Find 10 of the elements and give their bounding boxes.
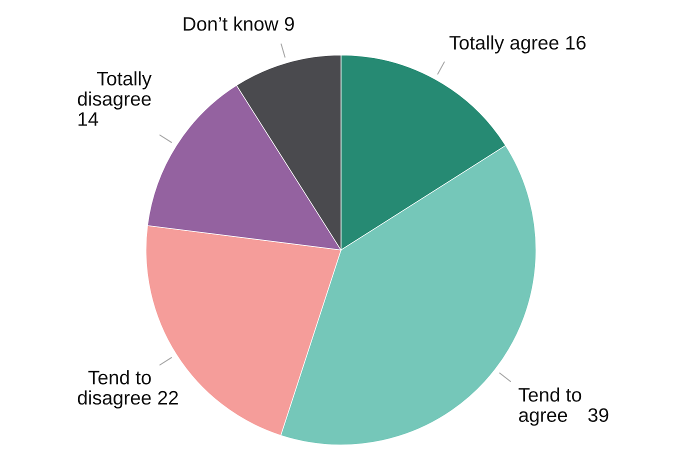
slice-label: Totally disagree — [78, 71, 152, 110]
data-label: 22 — [158, 390, 178, 404]
slice-label: Totally agree — [449, 35, 558, 54]
slice-label: Don’t know — [184, 16, 278, 31]
data-label: 16 — [566, 36, 586, 50]
data-label: 39 — [588, 408, 608, 422]
data-label: 9 — [284, 17, 294, 31]
slice-label: Tend to disagree — [78, 370, 151, 409]
slice-label: Tend to agree — [518, 387, 582, 426]
data-label: 14 — [78, 112, 98, 126]
